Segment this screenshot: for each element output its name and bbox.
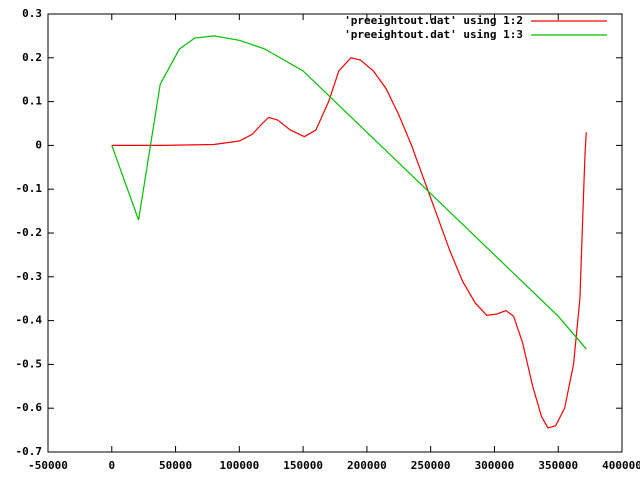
x-tick-label: 350000: [538, 459, 578, 472]
x-tick-label: 150000: [283, 459, 323, 472]
x-tick-label: 300000: [475, 459, 515, 472]
y-tick-label: 0: [35, 138, 42, 151]
series-line: [111, 35, 587, 350]
y-tick-label: -0.6: [16, 401, 43, 414]
y-tick-label: -0.4: [16, 314, 43, 327]
series-line: [111, 57, 587, 429]
legend-label: 'preeightout.dat' using 1:2: [344, 14, 523, 27]
y-tick-label: 0.2: [22, 51, 42, 64]
x-tick-label: 0: [108, 459, 115, 472]
y-tick-label: -0.2: [16, 226, 43, 239]
y-tick-label: -0.5: [16, 357, 43, 370]
plot-border: [47, 13, 623, 453]
y-tick-label: -0.7: [16, 445, 43, 458]
y-tick-label: -0.3: [16, 270, 43, 283]
y-tick-label: 0.3: [22, 7, 42, 20]
y-tick-label: 0.1: [22, 95, 42, 108]
x-tick-label: 400000: [602, 459, 640, 472]
legend-label: 'preeightout.dat' using 1:3: [344, 28, 523, 41]
y-tick-label: -0.1: [16, 182, 43, 195]
x-tick-label: 100000: [219, 459, 259, 472]
x-tick-label: 200000: [347, 459, 387, 472]
x-tick-label: 50000: [159, 459, 192, 472]
x-tick-label: -50000: [28, 459, 68, 472]
x-tick-label: 250000: [411, 459, 451, 472]
